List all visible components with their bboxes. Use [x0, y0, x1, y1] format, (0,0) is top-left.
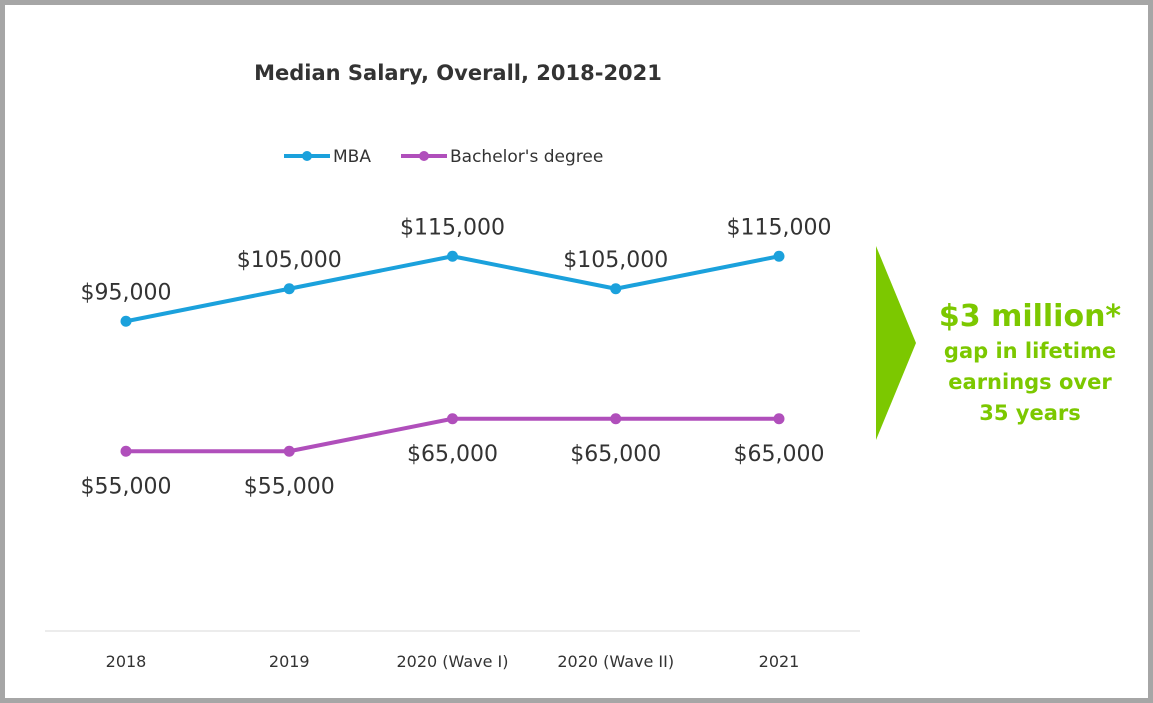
callout-headline: $3 million* — [938, 299, 1122, 334]
data-label: $65,000 — [734, 442, 825, 467]
data-point — [283, 283, 295, 295]
data-point — [610, 283, 622, 295]
data-label: $105,000 — [563, 248, 668, 273]
data-label: $55,000 — [81, 474, 172, 499]
series-group: $95,000 $105,000 $115,000 $105,000 $115,000 $… — [81, 215, 832, 499]
data-point — [773, 250, 785, 262]
data-label: $65,000 — [407, 442, 498, 467]
data-point — [447, 413, 458, 425]
data-point — [283, 445, 295, 457]
x-tick-label: 2019 — [269, 652, 310, 671]
data-point — [447, 250, 458, 262]
data-point — [610, 413, 622, 425]
series-line-0 — [125, 254, 780, 324]
legend-bachelor-marker — [419, 151, 429, 161]
x-tick-label: 2021 — [759, 652, 800, 671]
data-label: $115,000 — [400, 215, 505, 240]
x-axis-ticks: 2018 2019 2020 (Wave I) 2020 (Wave II) 2021 — [106, 652, 800, 671]
data-label: $105,000 — [237, 248, 342, 273]
data-point — [120, 445, 132, 457]
legend-mba-label: MBA — [333, 147, 371, 167]
legend: MBA Bachelor's degree — [284, 147, 603, 167]
data-label: $115,000 — [727, 215, 832, 240]
callout-line-1: gap in lifetime — [943, 339, 1117, 363]
x-tick-label: 2020 (Wave I) — [396, 652, 508, 671]
x-tick-label: 2020 (Wave II) — [557, 652, 674, 671]
data-label: $95,000 — [81, 280, 172, 305]
data-point — [773, 413, 785, 425]
data-point — [120, 315, 132, 327]
x-tick-label: 2018 — [106, 652, 147, 671]
legend-bachelor-label: Bachelor's degree — [450, 147, 603, 167]
callout: $3 million* gap in lifetime earnings ove… — [905, 298, 1153, 429]
callout-line-3: 35 years — [979, 401, 1081, 425]
callout-line-2: earnings over — [948, 370, 1112, 394]
arrow-chevron-icon — [876, 246, 916, 440]
data-label: $65,000 — [570, 442, 661, 467]
chart-title: Median Salary, Overall, 2018-2021 — [254, 61, 662, 85]
data-label: $55,000 — [244, 474, 335, 499]
legend-mba-marker — [302, 151, 312, 161]
